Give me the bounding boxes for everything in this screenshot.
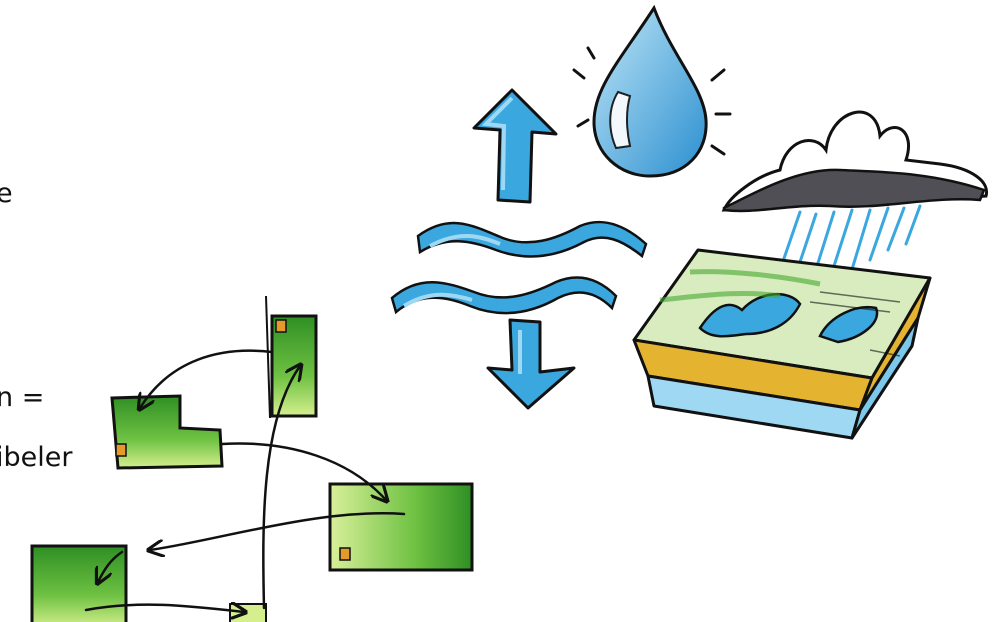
landscape-block-icon	[632, 248, 932, 440]
up-arrow-icon	[472, 88, 558, 204]
water-drop-icon	[572, 4, 732, 178]
cropped-text-line-3: ibeler	[0, 442, 73, 473]
green-box-left	[110, 394, 224, 470]
green-boxes-network-icon	[30, 295, 474, 622]
down-arrow-icon	[486, 318, 576, 410]
cropped-text-line-2: n =	[0, 382, 45, 413]
green-box-bottom-left	[30, 544, 128, 622]
green-box-bottom	[229, 603, 267, 622]
rain-cloud-icon	[721, 110, 989, 284]
shine-rays-icon	[572, 46, 732, 156]
green-box-right	[328, 482, 474, 572]
water-waves-icon	[390, 220, 648, 315]
cropped-text-line-1: e	[0, 178, 13, 209]
